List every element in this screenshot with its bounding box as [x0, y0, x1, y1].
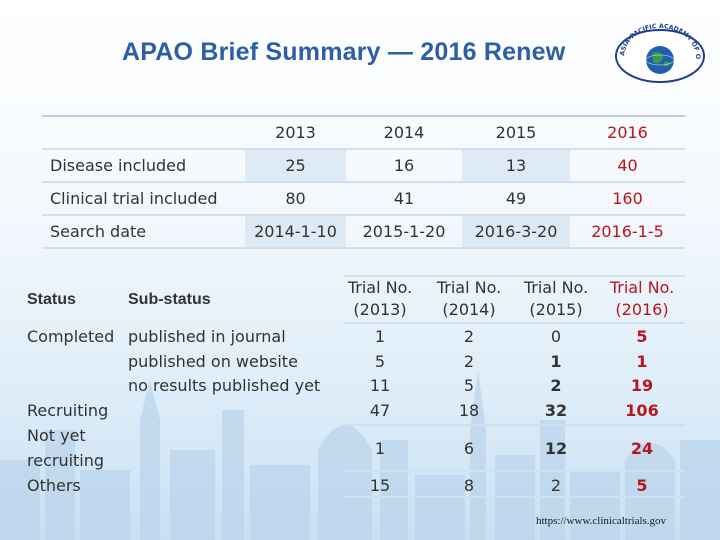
- trial-no-2014-header: Trial No. (2014): [427, 277, 511, 321]
- cell: 18: [458, 401, 480, 420]
- header-line: (2013): [353, 300, 407, 319]
- summary-header-row: 2013 2014 2015 2016: [42, 115, 685, 148]
- table-rule: [344, 275, 685, 277]
- cell: 32: [544, 401, 568, 420]
- cell: 47: [369, 401, 391, 420]
- year-2015-header: 2015: [495, 123, 537, 142]
- cell: 1: [374, 327, 386, 346]
- cell: 2: [550, 476, 562, 495]
- cell: 8: [463, 476, 475, 495]
- header-line: Trial No.: [436, 278, 502, 297]
- summary-row-search-date: Search date 2014-1-10 2015-1-20 2016-3-2…: [42, 214, 685, 249]
- cell: 49: [505, 189, 527, 208]
- cell: 5: [636, 327, 648, 346]
- cell: 106: [625, 401, 659, 420]
- apao-logo: ASIA-PACIFIC ACADEMY OF OPHTHALMOLOGY: [610, 18, 705, 83]
- cell: 160: [612, 189, 643, 208]
- year-2016-header: 2016: [607, 123, 648, 142]
- substatus-journal: published in journal: [128, 327, 286, 346]
- header-line: Trial No.: [609, 278, 675, 297]
- summary-row-disease: Disease included 25 16 13 40: [42, 148, 685, 181]
- cell: 2016-3-20: [462, 216, 570, 247]
- row-label: Disease included: [50, 156, 187, 175]
- trial-no-2013-header: Trial No. (2013): [338, 277, 422, 321]
- cell: 16: [393, 156, 415, 175]
- trial-no-2015-header: Trial No. (2015): [514, 277, 598, 321]
- others-label: Others: [27, 476, 81, 495]
- cell: 2: [463, 352, 475, 371]
- cell: 24: [630, 439, 654, 458]
- table-rule: [344, 424, 685, 426]
- summary-table: 2013 2014 2015 2016 Disease included 25 …: [42, 115, 685, 249]
- substatus-header: Sub-status: [128, 291, 211, 308]
- not-yet-label-line1: Not yet: [27, 426, 86, 445]
- header-line: (2016): [615, 300, 669, 319]
- page-title: APAO Brief Summary — 2016 Renew: [122, 38, 566, 66]
- header-line: (2015): [529, 300, 583, 319]
- trial-no-2016-header: Trial No. (2016): [600, 277, 684, 321]
- substatus-no-results: no results published yet: [128, 376, 321, 395]
- status-header: Status: [27, 291, 76, 308]
- cell: 25: [245, 150, 346, 181]
- table-rule: [344, 470, 685, 472]
- cell: 2: [550, 376, 562, 395]
- cell: 2014-1-10: [245, 216, 346, 247]
- recruiting-label: Recruiting: [27, 401, 109, 420]
- substatus-website: published on website: [128, 352, 298, 371]
- table-rule: [344, 496, 685, 498]
- year-2013-header: 2013: [275, 123, 316, 142]
- row-label: Search date: [50, 222, 147, 241]
- cell: 2016-1-5: [591, 222, 664, 241]
- completed-label: Completed: [27, 327, 115, 346]
- cell: 1: [374, 439, 386, 458]
- header-line: Trial No.: [523, 278, 589, 297]
- cell: 41: [393, 189, 415, 208]
- cell: 5: [374, 352, 386, 371]
- summary-row-clinical-trial: Clinical trial included 80 41 49 160: [42, 181, 685, 214]
- header-line: Trial No.: [347, 278, 413, 297]
- cell: 19: [630, 376, 654, 395]
- header-line: (2014): [442, 300, 496, 319]
- cell: 1: [550, 352, 562, 371]
- cell: 2: [463, 327, 475, 346]
- cell: 12: [544, 439, 568, 458]
- cell: 2015-1-20: [362, 222, 446, 241]
- not-yet-label-line2: recruiting: [27, 451, 105, 470]
- source-url: https://www.clinicaltrials.gov: [536, 515, 667, 527]
- cell: 13: [462, 150, 570, 181]
- row-label: Clinical trial included: [50, 189, 218, 208]
- cell: 6: [463, 439, 475, 458]
- cell: 11: [369, 376, 391, 395]
- cell: 0: [550, 327, 562, 346]
- cell: 5: [636, 476, 648, 495]
- cell: 1: [636, 352, 648, 371]
- cell: 5: [463, 376, 475, 395]
- table-rule: [344, 322, 685, 324]
- year-2014-header: 2014: [383, 123, 425, 142]
- cell: 40: [617, 156, 638, 175]
- cell: 15: [369, 476, 391, 495]
- cell: 80: [285, 189, 306, 208]
